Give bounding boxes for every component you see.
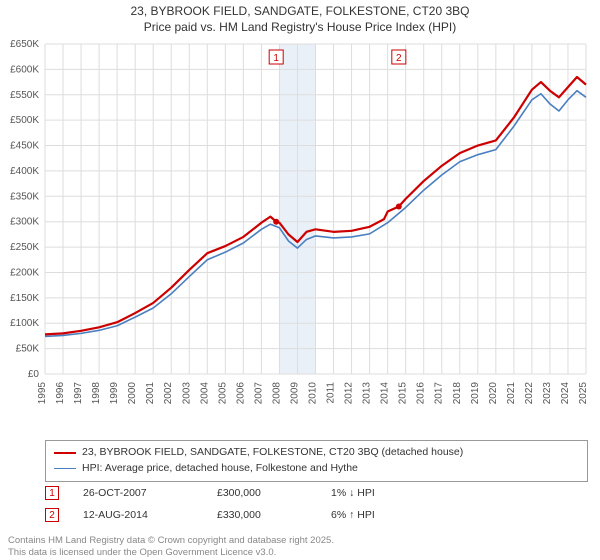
svg-text:2000: 2000 — [127, 382, 138, 405]
svg-text:2002: 2002 — [163, 382, 174, 405]
svg-text:2022: 2022 — [524, 382, 535, 405]
svg-text:2020: 2020 — [488, 382, 499, 405]
svg-text:2013: 2013 — [362, 382, 373, 405]
chart-title-line1: 23, BYBROOK FIELD, SANDGATE, FOLKESTONE,… — [0, 0, 600, 20]
marker-diff: 6% ↑ HPI — [331, 509, 421, 521]
chart-title-line2: Price paid vs. HM Land Registry's House … — [0, 20, 600, 38]
svg-text:£500K: £500K — [10, 115, 39, 126]
marker-price: £300,000 — [217, 487, 307, 499]
svg-text:2014: 2014 — [380, 382, 391, 405]
legend-item-hpi: HPI: Average price, detached house, Folk… — [54, 461, 579, 477]
sales-markers-table: 1 26-OCT-2007 £300,000 1% ↓ HPI 2 12-AUG… — [45, 482, 421, 526]
marker-price: £330,000 — [217, 509, 307, 521]
svg-text:£250K: £250K — [10, 242, 39, 253]
marker-diff: 1% ↓ HPI — [331, 487, 421, 499]
svg-text:£400K: £400K — [10, 166, 39, 177]
svg-text:2018: 2018 — [452, 382, 463, 405]
svg-text:1998: 1998 — [91, 382, 102, 405]
svg-text:2009: 2009 — [289, 382, 300, 405]
svg-text:2016: 2016 — [416, 382, 427, 405]
svg-text:£300K: £300K — [10, 217, 39, 228]
marker-badge: 2 — [45, 508, 59, 522]
svg-text:1996: 1996 — [55, 382, 66, 405]
svg-text:2019: 2019 — [470, 382, 481, 405]
footer-line2: This data is licensed under the Open Gov… — [8, 547, 334, 558]
svg-text:2015: 2015 — [398, 382, 409, 405]
legend-swatch — [54, 452, 76, 454]
svg-text:2006: 2006 — [235, 382, 246, 405]
legend-item-price-paid: 23, BYBROOK FIELD, SANDGATE, FOLKESTONE,… — [54, 445, 579, 461]
price-chart: £0£50K£100K£150K£200K£250K£300K£350K£400… — [45, 40, 590, 408]
svg-text:£650K: £650K — [10, 39, 39, 50]
svg-text:2021: 2021 — [506, 382, 517, 405]
svg-text:2: 2 — [396, 53, 402, 64]
svg-text:2025: 2025 — [578, 382, 589, 405]
legend: 23, BYBROOK FIELD, SANDGATE, FOLKESTONE,… — [45, 440, 588, 482]
table-row: 1 26-OCT-2007 £300,000 1% ↓ HPI — [45, 482, 421, 504]
svg-text:£100K: £100K — [10, 318, 39, 329]
svg-text:2017: 2017 — [434, 382, 445, 405]
svg-text:2011: 2011 — [326, 382, 337, 404]
svg-text:2012: 2012 — [344, 382, 355, 405]
footer-attribution: Contains HM Land Registry data © Crown c… — [8, 535, 334, 558]
table-row: 2 12-AUG-2014 £330,000 6% ↑ HPI — [45, 504, 421, 526]
svg-text:£600K: £600K — [10, 64, 39, 75]
marker-date: 26-OCT-2007 — [83, 487, 193, 499]
svg-text:1997: 1997 — [73, 382, 84, 405]
svg-text:2005: 2005 — [217, 382, 228, 405]
svg-text:£0: £0 — [28, 369, 40, 380]
legend-label: 23, BYBROOK FIELD, SANDGATE, FOLKESTONE,… — [82, 445, 463, 461]
svg-text:2010: 2010 — [308, 382, 319, 405]
svg-text:£150K: £150K — [10, 293, 39, 304]
svg-text:1: 1 — [273, 53, 279, 64]
legend-label: HPI: Average price, detached house, Folk… — [82, 461, 358, 477]
marker-badge: 1 — [45, 486, 59, 500]
svg-text:£350K: £350K — [10, 191, 39, 202]
svg-text:2024: 2024 — [560, 382, 571, 405]
svg-text:1999: 1999 — [109, 382, 120, 405]
svg-text:2001: 2001 — [145, 382, 156, 405]
svg-text:1995: 1995 — [37, 382, 48, 405]
svg-text:2023: 2023 — [542, 382, 553, 405]
svg-text:2004: 2004 — [199, 382, 210, 405]
svg-text:2003: 2003 — [181, 382, 192, 405]
svg-text:£450K: £450K — [10, 141, 39, 152]
marker-date: 12-AUG-2014 — [83, 509, 193, 521]
footer-line1: Contains HM Land Registry data © Crown c… — [8, 535, 334, 546]
svg-text:£200K: £200K — [10, 267, 39, 278]
svg-text:2008: 2008 — [271, 382, 282, 405]
svg-text:2007: 2007 — [253, 382, 264, 405]
svg-text:£550K: £550K — [10, 90, 39, 101]
legend-swatch — [54, 468, 76, 469]
svg-text:£50K: £50K — [16, 344, 40, 355]
